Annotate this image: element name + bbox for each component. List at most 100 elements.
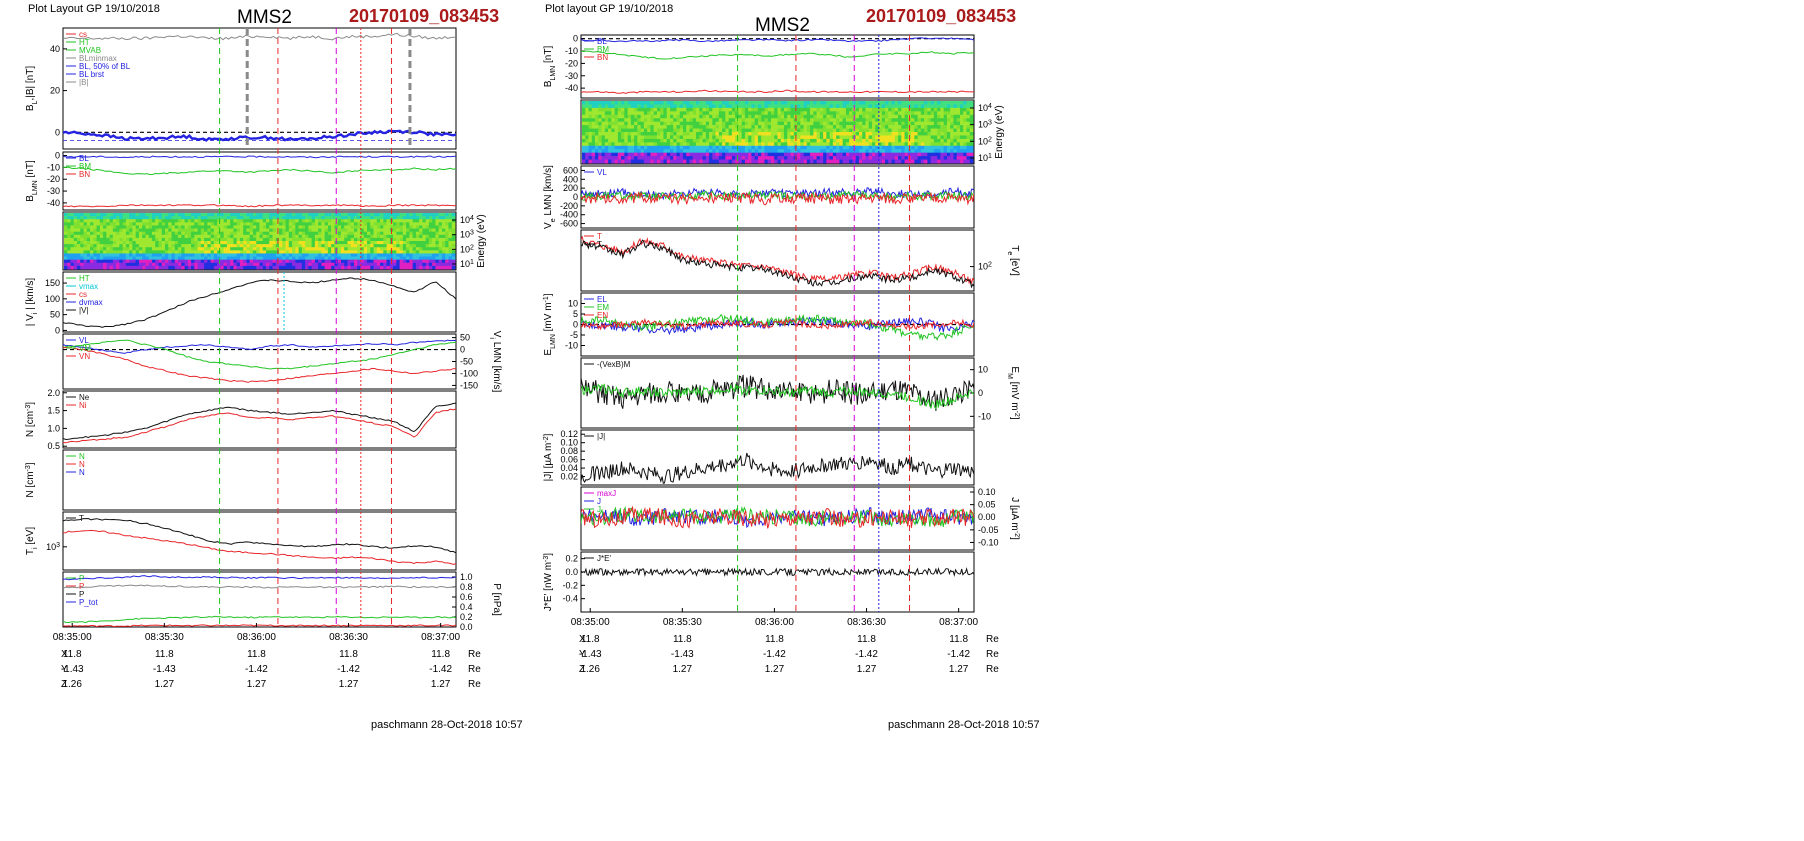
right-series-line — [581, 186, 974, 201]
left-ephemeris-value: 1.27 — [247, 679, 267, 690]
right-energy-tick-label: 103 — [978, 119, 992, 129]
right-y-tick-label: 600 — [563, 165, 578, 175]
right-y-tick-label: 0.04 — [560, 463, 578, 473]
left-ephemeris-value: 11.8 — [247, 649, 266, 660]
left-y-tick-label: -50 — [460, 357, 473, 367]
right-ephemeris-value: -1.43 — [671, 649, 694, 660]
right-y-tick-label: 0.00 — [978, 512, 996, 522]
left-y-tick-label: 0 — [55, 325, 60, 335]
right-series-line — [581, 239, 974, 289]
right-ephemeris-axis-label: Z — [579, 664, 585, 675]
left-series-line — [63, 408, 456, 444]
right-y-tick-label: 0 — [573, 192, 578, 202]
right-series-line — [581, 191, 974, 206]
right-legend-label: J*E' — [597, 554, 611, 563]
left-y-tick-label: 0.2 — [460, 612, 473, 622]
left-ephemeris-axis-label: X — [61, 649, 68, 660]
right-y-axis-label: Ve LMN [km/s] — [543, 165, 557, 229]
left-series-line — [63, 339, 456, 354]
left-y-tick-label: 103 — [46, 541, 60, 552]
left-series-line — [63, 204, 456, 208]
left-legend-label: HT — [79, 274, 90, 283]
right-series-group — [581, 452, 974, 484]
left-series-line — [63, 529, 456, 565]
left-series-group — [63, 402, 456, 444]
left-layout-header: Plot Layout GP 19/10/2018 — [28, 3, 160, 15]
right-y-tick-label: 0.0 — [565, 567, 578, 577]
left-x-axis: 08:35:00 08:35:30 08:36:00 08:36:30 08:37:00 — [53, 623, 461, 643]
right-panel-frame — [580, 429, 975, 486]
left-y-axis-label: N [cm-3] — [25, 402, 37, 437]
right-footer: paschmann 28-Oct-2018 10:57 — [888, 719, 1040, 731]
left-legend-label: |B| — [79, 78, 89, 87]
right-ephemeris: X11.8 11.8 11.8 11.8 11.8 ReY-1.43 -1.43 -1.42-… — [579, 634, 999, 675]
left-y-tick-label: 0 — [460, 345, 465, 355]
left-panel-frame — [62, 333, 457, 390]
left-legend-label: T — [79, 514, 84, 523]
left-ephemeris-axis-label: Z — [61, 679, 67, 690]
right-series-line — [581, 313, 974, 342]
left-series-line — [63, 624, 456, 627]
left-series-group — [63, 155, 456, 208]
left-y-tick-label: 0 — [55, 151, 60, 161]
left-panel-frame — [62, 27, 457, 150]
right-y-tick-label: -20 — [565, 58, 578, 68]
left-footer: paschmann 28-Oct-2018 10:57 — [371, 719, 523, 731]
left-ephemeris-value: 11.8 — [431, 649, 450, 660]
left-legend-label: Ni — [79, 401, 87, 410]
right-legend-label: BL — [597, 37, 607, 46]
left-legend-label: cs — [79, 290, 87, 299]
left-energy-tick-label: 104 — [460, 215, 474, 226]
left-ephemeris-value: -1.43 — [61, 664, 84, 675]
left-energy-spectrogram — [64, 213, 456, 270]
left-y-tick-label: -100 — [460, 368, 478, 378]
right-ephemeris-unit: Re — [986, 664, 999, 675]
right-event-id: 20170109_083453 — [866, 6, 1017, 26]
left-y-tick-label: -150 — [460, 380, 478, 390]
right-legend-label: T — [597, 240, 602, 249]
left-panel-6: NNN N [cm-3] — [25, 449, 457, 511]
right-energy-axis-label: Energy (eV) — [994, 105, 1005, 158]
left-panel-frame — [62, 390, 457, 449]
left-spacecraft-title: MMS2 — [237, 7, 292, 28]
left-legend-label: BL — [79, 154, 89, 163]
right-y-tick-label: -0.4 — [562, 594, 578, 604]
right-ephemeris-axis-label: Y — [579, 649, 586, 660]
right-legend-label: T — [597, 232, 602, 241]
left-series-group — [63, 575, 456, 627]
right-y-tick-label: 0 — [573, 34, 578, 44]
right-y-tick-label: 0.10 — [560, 438, 578, 448]
left-y-axis-label: Ti [eV] — [25, 527, 39, 555]
right-y-tick-label: 0.02 — [560, 472, 578, 482]
left-series-line — [63, 615, 456, 624]
right-y-tick-label: -10 — [565, 341, 578, 351]
right-energy-spectrogram — [582, 101, 974, 164]
right-ephemeris-value: 11.8 — [857, 634, 876, 645]
left-legend-label: VL — [79, 336, 89, 345]
right-y-tick-label: 5 — [573, 309, 578, 319]
left-legend-label: P — [79, 590, 84, 599]
left-series-line — [63, 584, 456, 589]
left-x-tick-label: 08:37:00 — [421, 632, 460, 643]
left-y-tick-label: 0.4 — [460, 602, 473, 612]
right-y-tick-label: -0.05 — [978, 525, 999, 535]
left-ephemeris-value: 11.8 — [339, 649, 358, 660]
left-legend-label: BN — [79, 170, 90, 179]
left-x-tick-label: 08:35:00 — [53, 632, 92, 643]
right-ephemeris-unit: Re — [986, 649, 999, 660]
left-energy-axis-label: Energy (eV) — [476, 214, 487, 267]
left-ephemeris-value: 1.27 — [431, 679, 451, 690]
left-legend-label: vmax — [79, 282, 98, 291]
right-x-tick-label: 08:36:30 — [847, 617, 886, 628]
right-legend-label: J — [597, 497, 601, 506]
left-y-tick-label: 50 — [460, 333, 470, 343]
right-y-tick-label: 0 — [978, 388, 983, 398]
left-y-tick-label: 0 — [55, 127, 60, 137]
left-y-tick-label: -30 — [47, 186, 60, 196]
left-panel-frame — [62, 271, 457, 333]
left-series-group — [63, 517, 456, 565]
right-y-tick-label: -600 — [560, 219, 578, 229]
right-y-axis-label: Te [eV] — [1007, 245, 1021, 276]
